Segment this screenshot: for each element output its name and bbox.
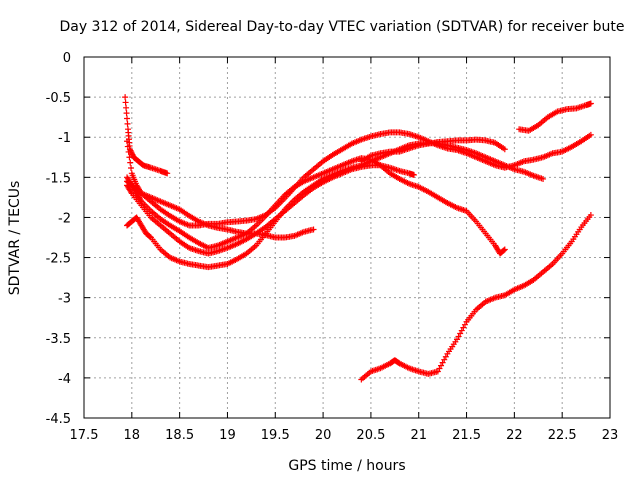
data-point-marker bbox=[501, 247, 508, 254]
series-arc-7 bbox=[358, 136, 508, 165]
y-tick-label: -4 bbox=[58, 372, 71, 387]
series-arc-8 bbox=[358, 212, 594, 383]
data-point-marker bbox=[129, 151, 136, 158]
data-point-marker bbox=[127, 159, 134, 166]
grid-lines bbox=[84, 57, 610, 418]
y-tick-label: -1 bbox=[58, 131, 71, 146]
data-point-marker bbox=[125, 148, 132, 155]
data-point-marker bbox=[501, 246, 508, 253]
data-point-marker bbox=[410, 171, 417, 178]
x-tick-label: 22 bbox=[506, 428, 523, 443]
data-point-marker bbox=[123, 110, 130, 117]
axis-ticks: 17.5 18 18.5 19 19.5 20 20.5 21 21.5 22 22.5 23 0 -0.… bbox=[46, 51, 619, 443]
data-point-marker bbox=[128, 189, 135, 196]
y-tick-label: -4.5 bbox=[46, 412, 71, 427]
data-point-marker bbox=[124, 120, 131, 127]
data-point-marker bbox=[124, 138, 131, 145]
data-point-marker bbox=[501, 146, 508, 153]
data-point-marker bbox=[128, 164, 135, 171]
x-tick-label: 19 bbox=[219, 428, 236, 443]
x-tick-label: 18 bbox=[124, 428, 141, 443]
y-tick-label: -0.5 bbox=[46, 91, 71, 106]
data-point-marker bbox=[587, 212, 594, 219]
data-points bbox=[122, 94, 594, 383]
data-point-marker bbox=[310, 226, 317, 233]
y-tick-label: -2.5 bbox=[46, 252, 71, 267]
y-tick-label: 0 bbox=[63, 51, 71, 66]
series-arc-9 bbox=[516, 100, 594, 134]
data-point-marker bbox=[128, 150, 135, 157]
x-tick-label: 18.5 bbox=[165, 428, 194, 443]
series-arc-1 bbox=[122, 94, 171, 177]
data-point-marker bbox=[126, 154, 133, 161]
data-point-marker bbox=[587, 100, 594, 107]
x-tick-label: 21 bbox=[410, 428, 427, 443]
data-point-marker bbox=[587, 131, 594, 138]
x-tick-label: 21.5 bbox=[452, 428, 481, 443]
x-tick-label: 20 bbox=[315, 428, 332, 443]
chart-title: Day 312 of 2014, Sidereal Day-to-day VTE… bbox=[59, 19, 624, 35]
y-axis-label: SDTVAR / TECUs bbox=[7, 181, 23, 296]
x-axis-label: GPS time / hours bbox=[288, 458, 405, 474]
data-point-marker bbox=[123, 104, 130, 111]
y-tick-label: -2 bbox=[58, 211, 71, 226]
data-point-marker bbox=[164, 170, 171, 177]
x-tick-label: 23 bbox=[602, 428, 619, 443]
series-arc-5 bbox=[124, 178, 317, 241]
data-point-marker bbox=[124, 115, 131, 122]
x-tick-label: 20.5 bbox=[356, 428, 385, 443]
data-point-marker bbox=[540, 175, 547, 182]
y-tick-label: -3 bbox=[58, 292, 71, 307]
data-point-marker bbox=[122, 99, 129, 106]
series-arc-2 bbox=[124, 129, 594, 229]
data-point-marker bbox=[122, 94, 129, 101]
y-tick-label: -3.5 bbox=[46, 332, 71, 347]
data-point-marker bbox=[124, 143, 131, 150]
x-tick-label: 19.5 bbox=[261, 428, 290, 443]
x-tick-label: 17.5 bbox=[70, 428, 99, 443]
x-tick-label: 22.5 bbox=[548, 428, 577, 443]
plot-frame bbox=[83, 56, 611, 419]
y-tick-label: -1.5 bbox=[46, 171, 71, 186]
